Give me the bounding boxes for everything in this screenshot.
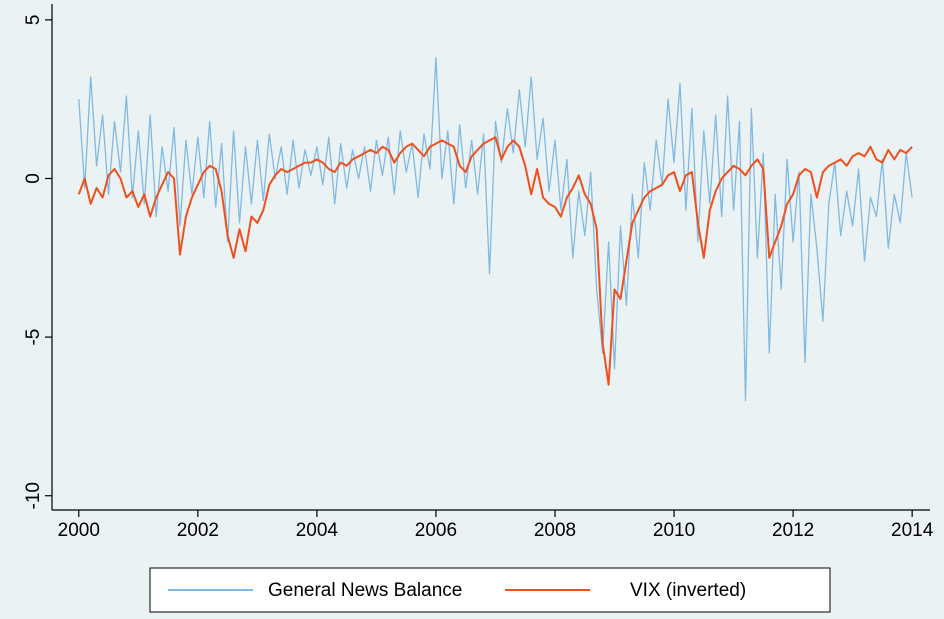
y-tick-label: -10 [23, 482, 44, 509]
x-tick-label: 2000 [58, 520, 100, 541]
legend-label: VIX (inverted) [630, 580, 746, 601]
x-tick-label: 2006 [415, 520, 457, 541]
y-tick-label: -5 [23, 329, 44, 346]
legend-label: General News Balance [268, 580, 462, 601]
y-tick-label: 5 [23, 15, 44, 26]
x-tick-label: 2014 [891, 520, 934, 541]
series-line [77, 136, 913, 386]
x-tick-label: 2002 [177, 520, 219, 541]
x-tick-label: 2004 [296, 520, 339, 541]
legend-box [149, 567, 831, 613]
x-tick-label: 2012 [772, 520, 814, 541]
x-tick-label: 2008 [534, 520, 576, 541]
x-tick-label: 2010 [653, 520, 695, 541]
y-tick-label: 0 [23, 173, 44, 184]
